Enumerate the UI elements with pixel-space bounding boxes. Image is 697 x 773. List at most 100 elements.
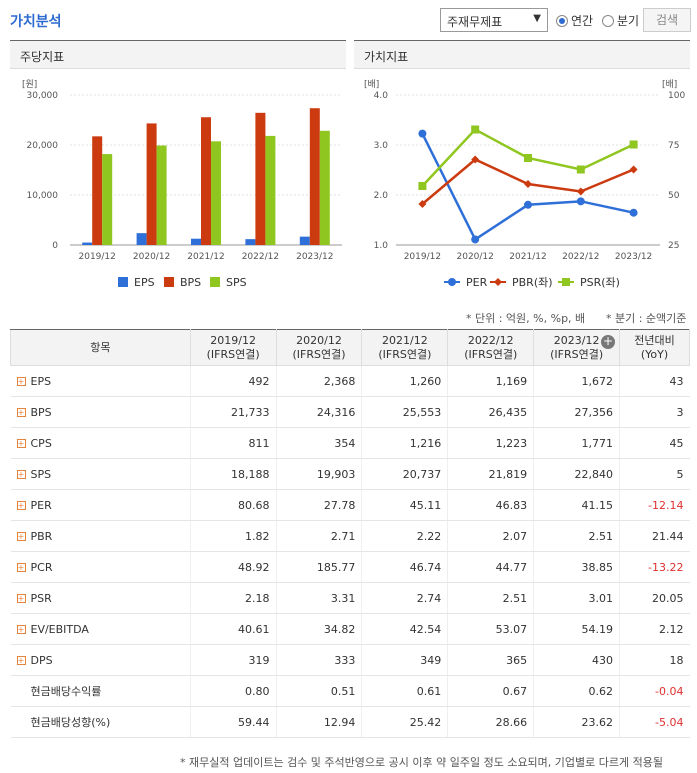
row-label[interactable]: + CPS bbox=[10, 427, 191, 459]
expand-plus-icon[interactable]: + bbox=[16, 470, 26, 479]
row-label[interactable]: + EV/EBITDA bbox=[10, 613, 191, 645]
table-cell: 45.11 bbox=[361, 489, 448, 521]
expand-plus-icon[interactable]: + bbox=[16, 563, 26, 572]
y-left-tick-label: 1.0 bbox=[374, 241, 389, 251]
yoy-cell: 21.44 bbox=[619, 520, 690, 552]
table-cell: 354 bbox=[275, 427, 362, 459]
table-cell: 1,672 bbox=[533, 365, 620, 397]
table-cell: 2.07 bbox=[447, 520, 534, 552]
table-cell: 34.82 bbox=[275, 613, 362, 645]
radio-quarter[interactable]: 분기 bbox=[602, 12, 639, 29]
table-cell: 3.01 bbox=[533, 582, 620, 614]
table-row: + DPS 319 333 349 365 430 18 bbox=[10, 644, 690, 676]
x-tick-label: 2020/12 bbox=[133, 252, 170, 262]
legend-marker bbox=[494, 278, 502, 286]
header-col: 2019/12 (IFRS연결) bbox=[189, 329, 277, 366]
data-point bbox=[418, 200, 427, 208]
table-row: 현금배당수익률 0.80 0.51 0.61 0.67 0.62 -0.04 bbox=[10, 675, 690, 707]
y-right-tick-label: 75 bbox=[668, 141, 679, 151]
table-cell: 2.51 bbox=[533, 520, 620, 552]
expand-plus-icon[interactable]: + bbox=[16, 625, 26, 634]
statement-select[interactable]: 주재무제표 ▼ bbox=[440, 8, 548, 32]
x-tick-label: 2023/12 bbox=[615, 252, 652, 262]
expand-plus-icon[interactable]: + bbox=[16, 408, 26, 417]
legend-marker bbox=[448, 278, 456, 286]
table-cell: 333 bbox=[275, 644, 362, 676]
x-tick-label: 2023/12 bbox=[296, 252, 333, 262]
row-label[interactable]: + PBR bbox=[10, 520, 191, 552]
y-right-tick-label: 100 bbox=[668, 91, 685, 101]
legend-label: PER bbox=[466, 276, 488, 289]
expand-plus-icon[interactable]: + bbox=[16, 594, 26, 603]
yoy-cell: 3 bbox=[619, 396, 690, 428]
radio-annual-label: 연간 bbox=[571, 14, 594, 28]
data-point bbox=[576, 197, 585, 206]
x-tick-label: 2019/12 bbox=[404, 252, 441, 262]
table-cell: 28.66 bbox=[447, 706, 534, 738]
x-tick-label: 2021/12 bbox=[509, 252, 546, 262]
row-label[interactable]: + PCR bbox=[10, 551, 191, 583]
legend-swatch bbox=[210, 277, 220, 287]
valuation-panel: 가치지표 [배] [배] 4.0 100 3.0 75 2.0 50 1.0 25 2019/12 2… bbox=[354, 40, 690, 296]
bar-eps bbox=[299, 236, 310, 245]
per-share-panel: 주당지표 [원] 30,000 20,000 10,000 0 2019/12 2020/1… bbox=[10, 40, 346, 296]
yoy-cell: 45 bbox=[619, 427, 690, 459]
row-label[interactable]: + PER bbox=[10, 489, 191, 521]
radio-checked-icon bbox=[556, 14, 568, 27]
radio-quarter-label: 분기 bbox=[617, 14, 640, 28]
row-label: 현금배당성향(%) bbox=[10, 706, 191, 738]
row-label[interactable]: + EPS bbox=[10, 365, 191, 397]
unit-note: * 단위 : 억원, %, %p, 배 bbox=[466, 312, 586, 325]
per-share-panel-title: 주당지표 bbox=[10, 41, 346, 69]
table-cell: 23.62 bbox=[533, 706, 620, 738]
legend-label: BPS bbox=[180, 276, 201, 289]
table-cell: 26,435 bbox=[447, 396, 534, 428]
table-row: + PBR 1.82 2.71 2.22 2.07 2.51 21.44 bbox=[10, 520, 690, 552]
radio-annual[interactable]: 연간 bbox=[556, 12, 593, 29]
table-cell: 59.44 bbox=[189, 706, 277, 738]
add-column-icon[interactable]: + bbox=[601, 334, 616, 349]
table-cell: 185.77 bbox=[275, 551, 362, 583]
bar-sps bbox=[156, 145, 167, 245]
expand-plus-icon[interactable]: + bbox=[16, 501, 26, 510]
table-row: + EPS 492 2,368 1,260 1,169 1,672 43 bbox=[10, 365, 690, 397]
table-cell: 349 bbox=[361, 644, 448, 676]
bar-bps bbox=[201, 117, 211, 245]
header-yoy: 전년대비 (YoY) bbox=[619, 329, 690, 366]
bar-sps bbox=[211, 141, 221, 245]
table-cell: 12.94 bbox=[275, 706, 362, 738]
table-cell: 0.62 bbox=[533, 675, 620, 707]
page-title: 가치분석 bbox=[10, 14, 62, 30]
search-button[interactable]: 검색 bbox=[643, 8, 691, 32]
chevron-down-icon: ▼ bbox=[533, 13, 541, 24]
y-tick-label: 30,000 bbox=[27, 91, 59, 101]
table-cell: 1,216 bbox=[361, 427, 448, 459]
row-label[interactable]: + BPS bbox=[10, 396, 191, 428]
data-point bbox=[524, 180, 532, 188]
table-row: + BPS 21,733 24,316 25,553 26,435 27,356 3 bbox=[10, 396, 690, 428]
table-cell: 25.42 bbox=[361, 706, 448, 738]
bar-bps bbox=[92, 136, 103, 245]
yoy-cell: 20.05 bbox=[619, 582, 690, 614]
table-cell: 42.54 bbox=[361, 613, 448, 645]
table-cell: 0.67 bbox=[447, 675, 534, 707]
data-point bbox=[471, 235, 480, 244]
expand-plus-icon[interactable]: + bbox=[16, 439, 26, 448]
data-point bbox=[629, 208, 638, 217]
table-row: + SPS 18,188 19,903 20,737 21,819 22,840 5 bbox=[10, 458, 690, 490]
yoy-cell: 2.12 bbox=[619, 613, 690, 645]
table-cell: 1.82 bbox=[189, 520, 277, 552]
x-tick-label: 2022/12 bbox=[562, 252, 599, 262]
row-label[interactable]: + DPS bbox=[10, 644, 191, 676]
per-share-chart: [원]30,000 20,000 10,000 0 2019/12 2020/12 2021… bbox=[22, 79, 342, 289]
expand-plus-icon[interactable]: + bbox=[16, 377, 26, 386]
expand-plus-icon[interactable]: + bbox=[16, 532, 26, 541]
row-label[interactable]: + SPS bbox=[10, 458, 191, 490]
data-point bbox=[471, 155, 480, 164]
table-cell: 20,737 bbox=[361, 458, 448, 490]
legend-swatch bbox=[118, 277, 128, 287]
table-cell: 21,819 bbox=[447, 458, 534, 490]
expand-plus-icon[interactable]: + bbox=[16, 656, 26, 665]
row-label[interactable]: + PSR bbox=[10, 582, 191, 614]
legend-label: PBR(좌) bbox=[512, 276, 553, 289]
